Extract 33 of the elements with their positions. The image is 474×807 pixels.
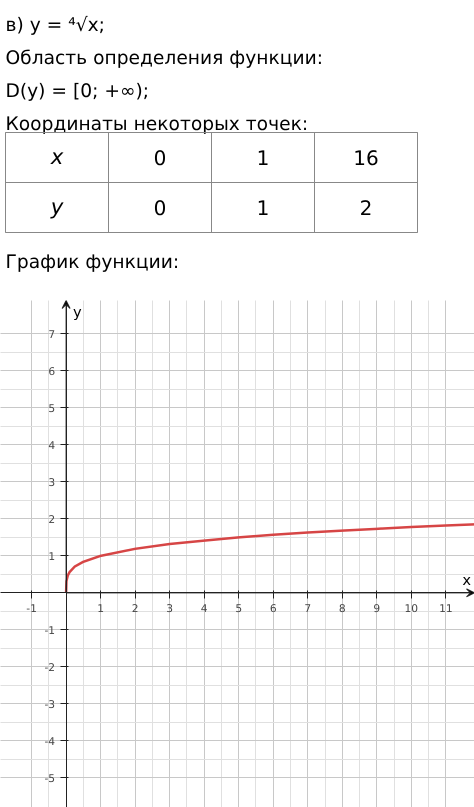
x-tick-label: 6: [270, 602, 277, 615]
text: в) y = ⁴√x;: [6, 15, 105, 36]
text: D(y) = [0; +∞);: [6, 81, 150, 102]
y-tick-label: 1: [48, 550, 56, 563]
y-tick-label: -5: [44, 772, 56, 785]
x-tick-label: 3: [166, 602, 174, 615]
x-tick-label: 7: [304, 602, 312, 615]
x-tick-label: 9: [373, 602, 380, 615]
y-tick-label: 6: [48, 364, 56, 378]
y-tick-label: -4: [44, 734, 56, 748]
text: x 0 1 16: [50, 145, 379, 170]
text: Область определения функции:: [6, 48, 323, 69]
y-axis-title: y: [73, 304, 82, 322]
x-tick-label: 11: [439, 602, 453, 615]
text: Координаты некоторых точек:: [6, 114, 308, 135]
y-tick-label: -1: [44, 624, 56, 637]
x-axis-title: x: [462, 572, 472, 590]
x-tick-label: 8: [338, 602, 346, 615]
y-tick-label: 4: [48, 438, 56, 452]
x-tick-label: 10: [404, 602, 418, 615]
x-tick-label: 2: [132, 602, 139, 615]
x-tick-label: 1: [97, 602, 104, 615]
y-tick-label: -3: [44, 698, 56, 711]
x-tick-label: -1: [26, 602, 37, 615]
y-tick-label: 2: [48, 512, 56, 526]
y-tick-label: 3: [48, 476, 56, 489]
y-tick-label: -2: [44, 660, 56, 674]
text: y 0 1 2: [50, 195, 372, 220]
y-tick-label: 5: [48, 402, 56, 415]
x-tick-label: 5: [235, 602, 242, 615]
x-tick-label: 4: [200, 602, 208, 615]
chart-title: График функции:: [6, 252, 180, 273]
y-tick-label: 7: [48, 328, 56, 341]
